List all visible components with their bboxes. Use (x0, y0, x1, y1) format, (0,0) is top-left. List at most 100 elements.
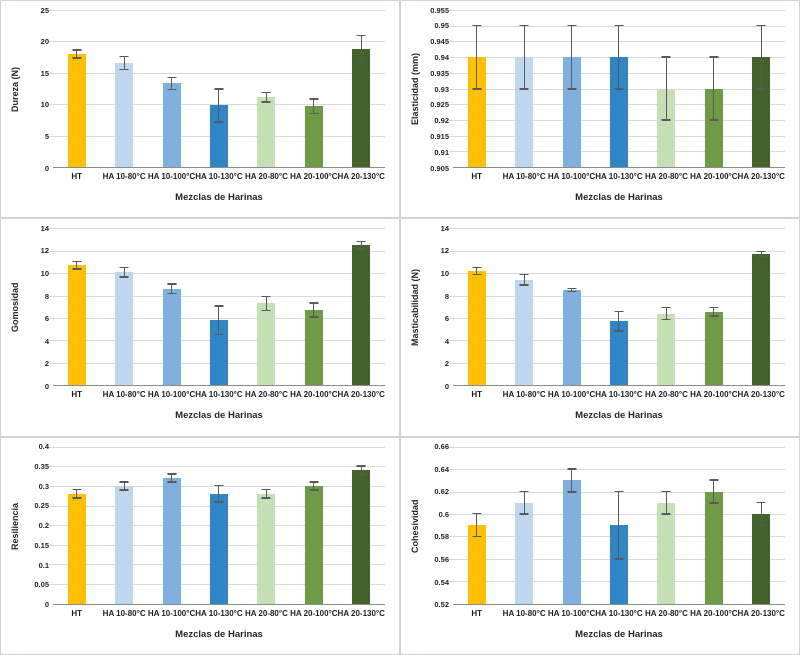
bar-ha-20-130-c (752, 57, 771, 167)
error-bar-cap-top (614, 490, 624, 493)
y-tick-label: 0.35 (34, 461, 49, 471)
error-bar-cap-bottom (709, 502, 719, 504)
bar-slot (548, 228, 595, 386)
x-category-label-ht: HT (71, 608, 83, 618)
error-bar-cap-top (309, 302, 319, 304)
plot-area-column: HT HA 10-80°C HA 10-100°C HA 10-130°C HA 20-… (49, 446, 385, 654)
gridline (49, 273, 385, 275)
bar-slot (738, 228, 785, 386)
bar-ht (467, 57, 486, 167)
y-tick-label: 5 (44, 131, 49, 141)
error-bar-cap-bottom (261, 309, 271, 312)
error-bar-cap-bottom (567, 88, 577, 90)
x-category-labels: HT HA 10-80°C HA 10-100°C HA 10-130°C HA 20-… (53, 172, 385, 183)
y-axis-area: Resiliencia 0 0.05 0.1 0.15 0.2 0.25 0.3 0.35 0.4 (7, 443, 53, 654)
error-bar-cap-top (119, 266, 129, 269)
error-bar-cap-top (519, 24, 529, 27)
y-tick-label: 0.15 (34, 540, 49, 550)
bar-ha-20-130-c (352, 48, 371, 167)
y-tick-labels: 0.905 0.91 0.915 0.92 0.925 0.93 0.935 0.94 0.94… (423, 6, 453, 171)
error-bar (72, 260, 82, 270)
x-category-label-ha-20-100-c: HA 20-100°C (690, 390, 738, 400)
y-tick-labels: 0 0.05 0.1 0.15 0.2 0.25 0.3 0.35 0.4 (23, 443, 53, 608)
x-category-label-ha-10-80-c: HA 10-80°C (102, 172, 146, 181)
bar-slot (690, 228, 737, 386)
bar-slot (243, 447, 290, 604)
error-bar-cap-bottom (709, 119, 719, 121)
error-bar (261, 295, 271, 312)
bar-ha-20-80-c (657, 502, 676, 604)
error-bar-cap-bottom (119, 276, 129, 278)
error-bar-cap-bottom (167, 292, 177, 295)
bar-ha-20-100-c (704, 491, 723, 604)
error-bar-cap-top (567, 468, 577, 470)
error-bar (519, 490, 529, 515)
error-bar-cap-top (661, 56, 671, 58)
x-category-label-ha-20-100-c: HA 20-100°C (290, 608, 338, 618)
bar-ha-20-130-c (352, 470, 371, 604)
error-bar (356, 465, 366, 476)
x-category-label-ha-10-130-c: HA 10-130°C (195, 608, 243, 618)
error-bar-cap-top (167, 283, 177, 285)
error-bar (472, 512, 482, 538)
error-bar-cap-bottom (519, 88, 529, 90)
x-category-label-ha-20-80-c: HA 20-80°C (644, 608, 688, 618)
error-bar-cap-top (567, 24, 577, 27)
y-tick-label: 0.56 (434, 554, 449, 564)
chart-masticabilidad-n: Masticabilidad (N) 0 2 4 6 8 10 12 14 HT HA 10-80°… (401, 219, 799, 435)
error-bar (356, 240, 366, 250)
error-bar (214, 88, 224, 123)
x-category-label-ha-10-80-c: HA 10-80°C (502, 390, 546, 400)
x-category-label-ha-20-130-c: HA 20-130°C (337, 172, 385, 181)
bar-ha-10-80-c (115, 272, 134, 386)
error-bar-cap-top (709, 56, 719, 58)
error-bar-cap-top (261, 295, 271, 298)
bar-slot (548, 10, 595, 167)
bar-slot (453, 447, 500, 604)
error-bar-cap-top (72, 49, 82, 51)
error-bar-cap-bottom (661, 513, 671, 515)
error-bar (614, 490, 624, 560)
error-bar-cap-bottom (472, 273, 482, 276)
y-tick-label: 12 (40, 246, 49, 256)
bar-ha-20-130-c (752, 254, 771, 386)
y-tick-label: 0 (444, 381, 449, 391)
x-axis-title: Mezclas de Harinas (575, 410, 663, 422)
y-axis-area: Masticabilidad (N) 0 2 4 6 8 10 12 14 (407, 225, 453, 435)
bar-ha-20-100-c (704, 88, 723, 167)
error-bar-cap-bottom (72, 57, 82, 59)
bar-slot (195, 228, 242, 386)
y-tick-label: 0.52 (434, 599, 449, 609)
bar-slot (643, 228, 690, 386)
error-bar (167, 76, 177, 91)
error-bar-cap-top (567, 287, 577, 290)
error-bar-cap-top (472, 512, 482, 515)
y-tick-label: 0.62 (434, 487, 449, 497)
x-category-label-ht: HT (71, 172, 83, 181)
y-tick-label: 6 (44, 313, 49, 323)
x-category-label-ha-10-100-c: HA 10-100°C (147, 172, 196, 181)
y-tick-label: 2 (444, 359, 449, 369)
plot-area-column: HT HA 10-80°C HA 10-100°C HA 10-130°C HA 20-… (449, 446, 785, 654)
error-bar-cap-top (661, 306, 671, 309)
y-tick-label: 14 (40, 223, 49, 233)
bar-ha-10-100-c (562, 480, 581, 604)
x-axis-title: Mezclas de Harinas (175, 192, 263, 203)
x-category-label-ha-10-100-c: HA 10-100°C (547, 608, 596, 618)
bar-ha-20-80-c (257, 303, 276, 386)
error-bar-cap-top (309, 98, 319, 100)
bar-slot (595, 228, 642, 386)
error-bar-cap-top (614, 24, 624, 27)
error-bar-cap-bottom (472, 535, 482, 538)
error-bar-cap-bottom (214, 121, 224, 123)
bar-ha-20-100-c (304, 106, 323, 167)
bar-slots (53, 447, 385, 604)
bar-ha-20-100-c (304, 485, 323, 604)
bar-ha-10-100-c (162, 83, 181, 167)
error-bar-cap-top (756, 501, 766, 504)
plot-area-column: HT HA 10-80°C HA 10-100°C HA 10-130°C HA 20-… (49, 228, 385, 435)
bar-slot (290, 228, 337, 386)
gridline (49, 446, 385, 448)
y-tick-label: 0.91 (434, 147, 449, 157)
y-axis-area: Cohesividad 0.52 0.54 0.56 0.58 0.6 0.62 0.64 0.… (407, 443, 453, 654)
